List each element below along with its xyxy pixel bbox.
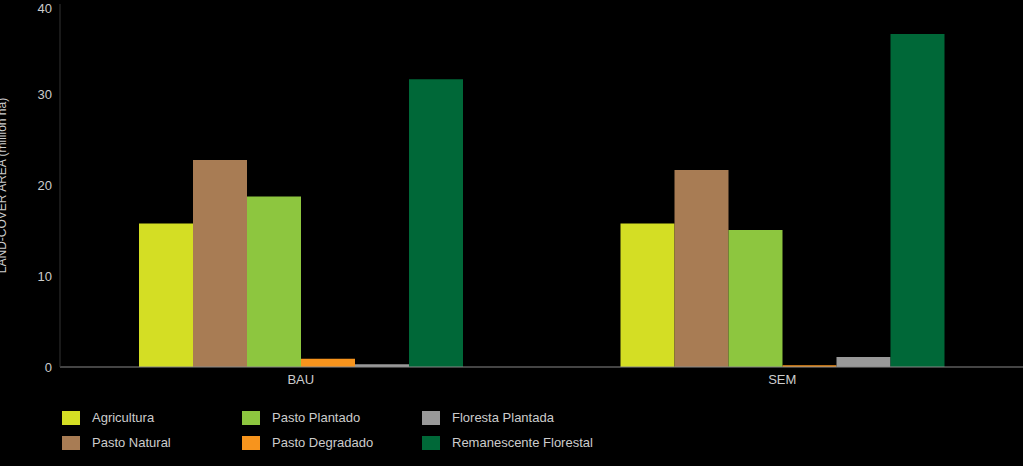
- html-text:Pasto Natural: Pasto Natural: [92, 435, 171, 450]
- svg-text:20: 20: [38, 178, 52, 193]
- html-text:Floresta Plantada: Floresta Plantada: [452, 410, 554, 425]
- svg-text:30: 30: [38, 87, 52, 102]
- html-text:Agricultura: Agricultura: [92, 410, 155, 425]
- html-text:Remanescente Florestal: Remanescente Florestal: [452, 435, 593, 450]
- html-text:Pasto Degradado: Pasto Degradado: [272, 435, 374, 450]
- svg-text:BAU: BAU: [287, 372, 314, 387]
- svg-text:40: 40: [38, 1, 52, 16]
- svg-text:0: 0: [45, 360, 52, 375]
- svg-text:LAND-COVER AREA (million ha): LAND-COVER AREA (million ha): [8, 98, 9, 273]
- svg-text:10: 10: [38, 269, 52, 284]
- svg-text:SEM: SEM: [768, 372, 796, 387]
- html-text:Pasto Plantado: Pasto Plantado: [272, 410, 361, 425]
